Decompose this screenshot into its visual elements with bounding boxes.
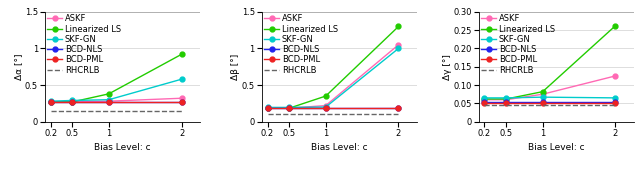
- Line: BCD-NLS: BCD-NLS: [48, 100, 184, 105]
- RHCRLB: [322, 113, 330, 115]
- Linearized LS: [612, 25, 620, 27]
- SKF-GN: [502, 97, 510, 99]
- ASKF: [612, 75, 620, 77]
- SKF-GN: [105, 99, 113, 101]
- Line: Linearized LS: Linearized LS: [482, 23, 618, 101]
- X-axis label: Bias Level: c: Bias Level: c: [94, 143, 150, 152]
- Linearized LS: [502, 98, 510, 100]
- BCD-PML: [322, 107, 330, 110]
- Linearized LS: [322, 95, 330, 97]
- Linearized LS: [68, 101, 76, 103]
- SKF-GN: [395, 47, 403, 50]
- ASKF: [395, 44, 403, 46]
- ASKF: [322, 105, 330, 107]
- Line: SKF-GN: SKF-GN: [48, 77, 184, 104]
- Linearized LS: [264, 107, 271, 109]
- Line: Linearized LS: Linearized LS: [265, 24, 401, 111]
- BCD-NLS: [612, 101, 620, 103]
- Legend: ASKF, Linearized LS, SKF-GN, BCD-NLS, BCD-PML, RHCRLB: ASKF, Linearized LS, SKF-GN, BCD-NLS, BC…: [480, 14, 556, 75]
- Legend: ASKF, Linearized LS, SKF-GN, BCD-NLS, BCD-PML, RHCRLB: ASKF, Linearized LS, SKF-GN, BCD-NLS, BC…: [264, 14, 339, 75]
- SKF-GN: [612, 97, 620, 99]
- SKF-GN: [178, 78, 186, 80]
- ASKF: [178, 97, 186, 99]
- Y-axis label: Δγ [°]: Δγ [°]: [443, 54, 452, 80]
- ASKF: [285, 107, 293, 109]
- ASKF: [105, 100, 113, 102]
- RHCRLB: [68, 110, 76, 112]
- SKF-GN: [285, 106, 293, 108]
- BCD-PML: [47, 101, 54, 103]
- Line: SKF-GN: SKF-GN: [482, 95, 618, 100]
- SKF-GN: [68, 99, 76, 101]
- SKF-GN: [322, 106, 330, 108]
- RHCRLB: [612, 104, 620, 106]
- BCD-NLS: [68, 101, 76, 103]
- BCD-PML: [68, 101, 76, 103]
- BCD-NLS: [105, 101, 113, 103]
- Legend: ASKF, Linearized LS, SKF-GN, BCD-NLS, BCD-PML, RHCRLB: ASKF, Linearized LS, SKF-GN, BCD-NLS, BC…: [47, 14, 122, 75]
- Linearized LS: [285, 107, 293, 109]
- BCD-PML: [502, 102, 510, 104]
- ASKF: [502, 99, 510, 101]
- ASKF: [47, 101, 54, 103]
- BCD-PML: [539, 102, 547, 104]
- RHCRLB: [105, 110, 113, 112]
- Linearized LS: [47, 101, 54, 103]
- Line: BCD-NLS: BCD-NLS: [265, 106, 401, 111]
- BCD-PML: [395, 107, 403, 110]
- Linearized LS: [178, 53, 186, 55]
- RHCRLB: [47, 110, 54, 112]
- RHCRLB: [502, 104, 510, 106]
- BCD-NLS: [47, 101, 54, 103]
- BCD-NLS: [395, 107, 403, 110]
- BCD-NLS: [285, 107, 293, 110]
- Line: ASKF: ASKF: [48, 96, 184, 104]
- Line: ASKF: ASKF: [482, 74, 618, 102]
- Line: BCD-PML: BCD-PML: [482, 101, 618, 106]
- RHCRLB: [285, 113, 293, 115]
- ASKF: [68, 101, 76, 103]
- Line: ASKF: ASKF: [265, 42, 401, 111]
- SKF-GN: [264, 106, 271, 108]
- BCD-NLS: [481, 101, 488, 103]
- Line: SKF-GN: SKF-GN: [265, 46, 401, 110]
- BCD-PML: [178, 101, 186, 103]
- RHCRLB: [264, 113, 271, 115]
- Line: BCD-PML: BCD-PML: [265, 106, 401, 111]
- BCD-PML: [105, 101, 113, 103]
- ASKF: [481, 99, 488, 101]
- BCD-PML: [612, 102, 620, 104]
- BCD-NLS: [502, 101, 510, 103]
- SKF-GN: [481, 97, 488, 99]
- ASKF: [264, 107, 271, 109]
- Linearized LS: [395, 26, 403, 28]
- BCD-NLS: [264, 107, 271, 110]
- BCD-NLS: [322, 107, 330, 110]
- RHCRLB: [178, 110, 186, 112]
- Line: BCD-NLS: BCD-NLS: [482, 99, 618, 104]
- SKF-GN: [539, 96, 547, 98]
- RHCRLB: [539, 104, 547, 106]
- Linearized LS: [481, 98, 488, 100]
- Linearized LS: [105, 93, 113, 95]
- X-axis label: Bias Level: c: Bias Level: c: [311, 143, 367, 152]
- Y-axis label: Δβ [°]: Δβ [°]: [231, 54, 240, 80]
- Linearized LS: [539, 91, 547, 93]
- RHCRLB: [395, 113, 403, 115]
- Line: BCD-PML: BCD-PML: [48, 100, 184, 105]
- ASKF: [539, 93, 547, 95]
- BCD-PML: [481, 102, 488, 104]
- BCD-NLS: [178, 101, 186, 103]
- Y-axis label: Δα [°]: Δα [°]: [14, 54, 23, 80]
- BCD-PML: [264, 107, 271, 110]
- BCD-NLS: [539, 101, 547, 103]
- Line: Linearized LS: Linearized LS: [48, 52, 184, 104]
- RHCRLB: [481, 104, 488, 106]
- X-axis label: Bias Level: c: Bias Level: c: [528, 143, 584, 152]
- SKF-GN: [47, 100, 54, 102]
- BCD-PML: [285, 107, 293, 110]
